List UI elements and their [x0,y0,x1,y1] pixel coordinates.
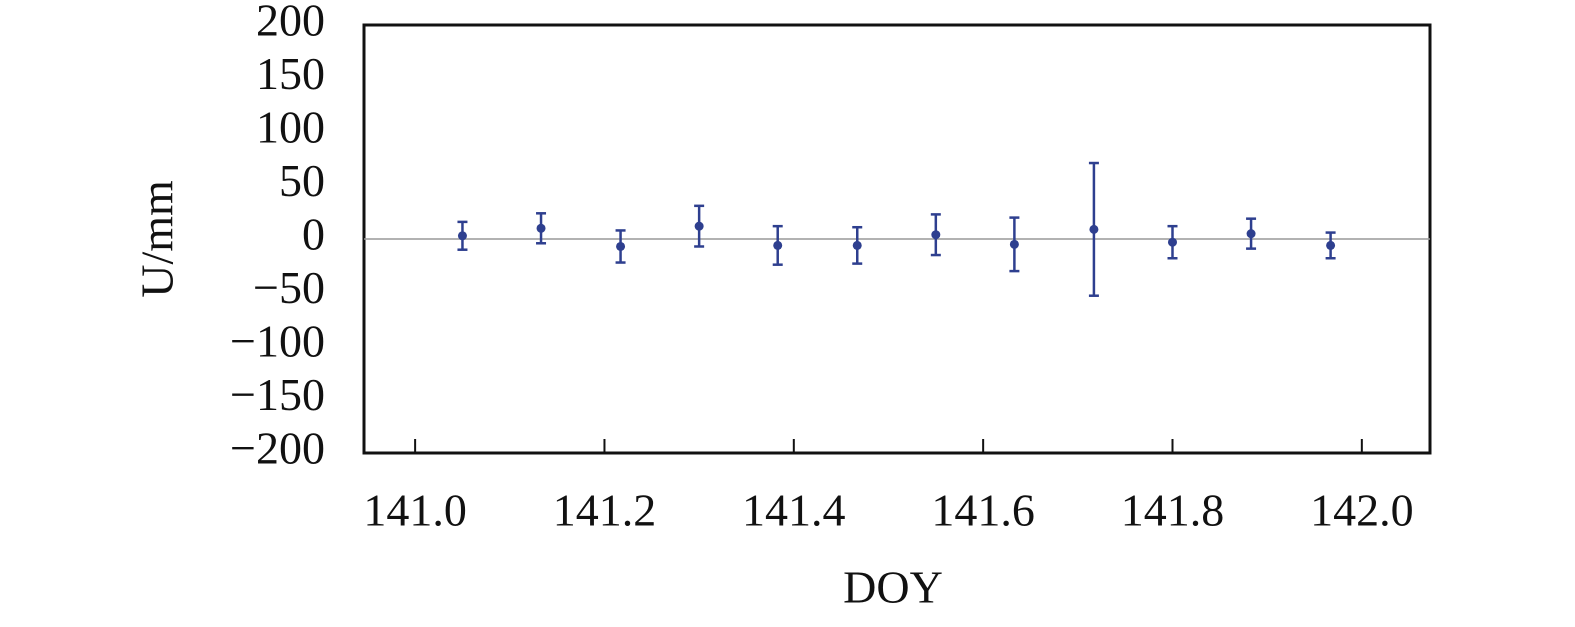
data-point [1089,224,1099,234]
x-tick-label: 141.4 [742,485,846,536]
y-tick-label: 0 [302,209,325,260]
y-tick-label: −200 [230,423,325,474]
data-point [773,240,783,250]
y-tick-label: −150 [230,369,325,420]
y-tick-label: 50 [279,155,325,206]
data-point [931,230,941,240]
y-tick-label: 150 [256,48,325,99]
data-point [536,223,546,233]
data-point [694,221,704,231]
y-tick-label: 200 [256,0,325,46]
data-point [1246,229,1256,239]
data-point [1009,239,1019,249]
x-tick-label: 141.6 [931,485,1035,536]
data-point [457,231,467,241]
data-point [1326,240,1336,250]
x-tick-label: 141.2 [553,485,657,536]
x-axis-label: DOY [843,562,943,613]
y-tick-label: −50 [253,262,325,313]
y-tick-label: −100 [230,316,325,367]
x-tick-label: 142.0 [1310,485,1414,536]
data-point [852,240,862,250]
y-axis-label: U/mm [132,180,183,298]
x-tick-label: 141.8 [1121,485,1225,536]
data-point [1167,237,1177,247]
data-point [616,241,626,251]
y-tick-label: 100 [256,102,325,153]
x-tick-label: 141.0 [363,485,467,536]
